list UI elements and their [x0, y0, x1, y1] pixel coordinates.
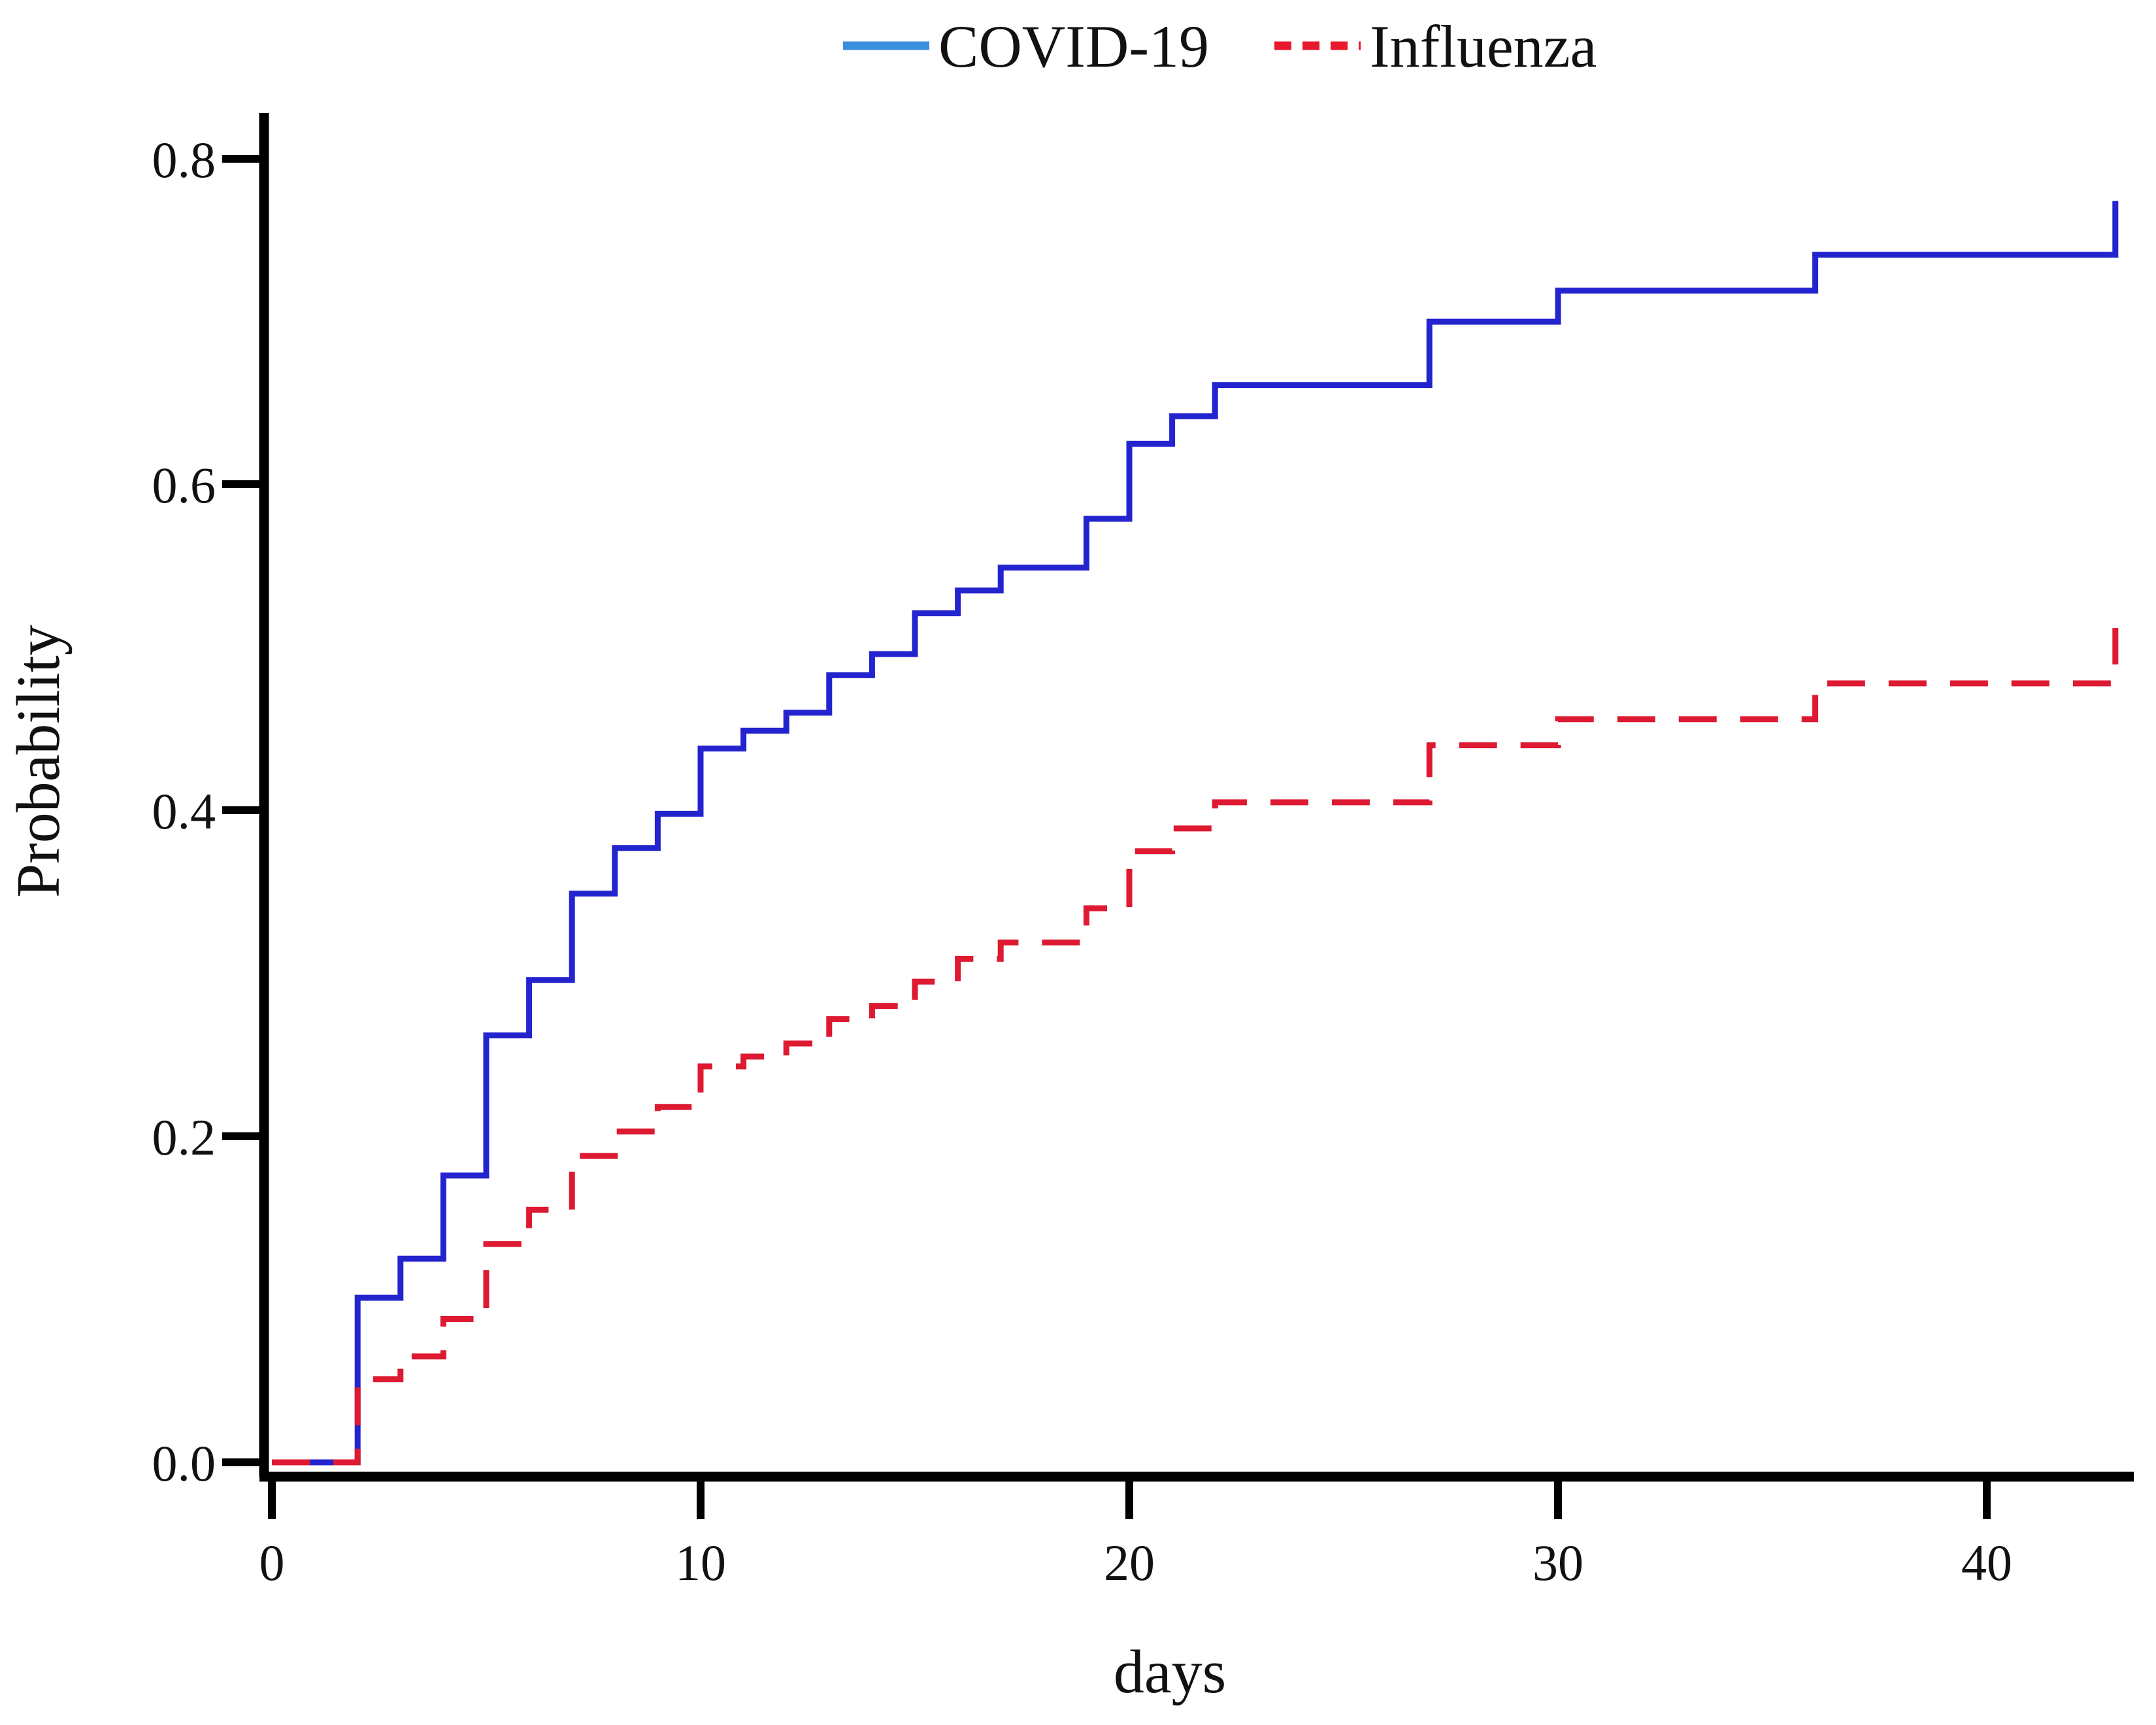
y-tick-label: 0.0: [152, 1435, 216, 1492]
y-tick-label: 0.8: [152, 131, 216, 188]
legend-label-influenza: Influenza: [1370, 13, 1597, 80]
legend: COVID-19 Influenza: [843, 13, 1597, 80]
x-tick-label: 40: [1961, 1534, 2012, 1591]
legend-label-covid19: COVID-19: [938, 13, 1209, 80]
x-axis-title: days: [1114, 1638, 1226, 1706]
y-axis-title: Probability: [5, 625, 73, 898]
x-tick-label: 0: [259, 1534, 285, 1591]
influenza-curve: [272, 628, 2119, 1466]
covid19-curve: [272, 201, 2119, 1466]
legend-item-influenza: Influenza: [1274, 13, 1597, 80]
y-tick-label: 0.4: [152, 783, 216, 840]
legend-item-covid19: COVID-19: [843, 13, 1209, 80]
x-tick-label: 30: [1533, 1534, 1584, 1591]
x-tick-label: 20: [1104, 1534, 1155, 1591]
y-tick-label: 0.2: [152, 1109, 216, 1166]
y-tick-label: 0.6: [152, 457, 216, 514]
x-tick-label: 10: [675, 1534, 726, 1591]
